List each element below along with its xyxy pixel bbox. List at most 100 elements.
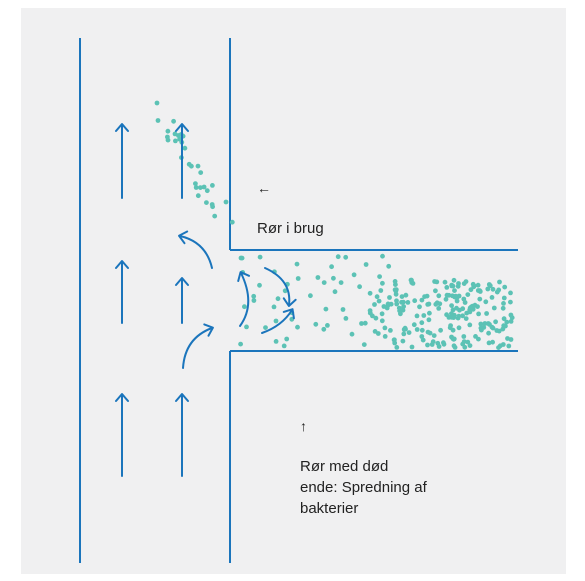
bacteria-dot [420,337,426,343]
label-pipe-in-use-text: Rør i brug [257,220,324,237]
label-dead-end-pipe-text: Rør med død ende: Spredning af bakterier [300,458,427,517]
bacteria-dot [406,330,412,335]
bacteria-dot [313,321,319,327]
label-pipe-in-use: ← Rør i brug [257,158,397,239]
bacteria-dot [397,308,402,314]
bacteria-dot [490,286,496,292]
bacteria-dot [483,299,489,305]
bacteria-dot [171,118,177,124]
bacteria-dot [359,321,364,326]
bacteria-dot [386,263,392,269]
bacteria-dot [195,193,201,199]
bacteria-dot [155,118,161,123]
bacteria-dot [294,261,300,267]
bacteria-dot [361,342,367,347]
bacteria-dot [500,305,506,311]
bacteria-dot [391,337,397,343]
bacteria-dot [338,280,344,285]
left-arrow-icon: ← [257,180,271,196]
bacteria-dot [425,329,431,335]
bacteria-dot [379,318,385,324]
bacteria-dot [508,299,513,305]
curved-arrow-icon [178,230,213,269]
bacteria-dot [477,289,483,294]
bacteria-dot [271,304,277,310]
bacteria-dot [392,287,398,293]
bacteria-dot [452,345,458,350]
bacteria-dot [419,320,425,326]
bacteria-dot [223,199,229,205]
bacteria-dot [204,188,210,194]
bacteria-dot [467,343,473,348]
bacteria-dot [251,298,257,303]
bacteria-dot [400,338,406,344]
bacteria-dot [451,336,457,342]
bacteria-dot [501,316,507,322]
bacteria-dot [485,321,491,326]
bacteria-dot [470,306,476,312]
bacteria-dot [504,319,510,325]
bacteria-dot [401,331,407,337]
bacteria-dot [405,300,411,305]
eddy-arrows [178,230,297,369]
bacteria-dot [372,302,377,307]
bacteria-dot [381,304,387,309]
bacteria-dot [451,277,457,283]
bacteria-dot [468,287,474,293]
bacteria-dot [491,305,497,311]
bacteria-dot [467,309,473,315]
bacteria-dot [487,283,493,289]
bacteria-dot [212,213,218,219]
bacteria-dot [425,342,430,348]
bacteria-dot [438,327,443,333]
bacteria-dot [332,289,338,295]
bacteria-dot [402,325,408,331]
bacteria-dot [244,324,249,330]
bacteria-dot [165,128,171,134]
bacteria-dot [484,311,489,316]
bacteria-dot [429,342,435,347]
bacteria-dot [165,137,171,143]
bacteria-dot [500,342,506,347]
bacteria-dot [343,254,349,260]
bacteria-dot [449,303,454,308]
bacteria-cluster [154,100,515,350]
bacteria-dot [229,219,235,225]
bacteria-dot [443,296,449,302]
bacteria-dot [472,302,478,308]
bacteria-dot [461,296,467,302]
bacteria-dot [257,254,263,260]
bacteria-dot [508,337,514,342]
up-arrow-icon: ↑ [300,418,307,434]
bacteria-dot [251,293,257,299]
bacteria-dot [315,275,321,280]
bacteria-dot [426,301,432,307]
bacteria-dot [508,312,514,318]
bacteria-dot [273,318,279,324]
bacteria-dot [198,170,204,176]
bacteria-dot [427,310,432,316]
bacteria-dot [343,316,349,321]
bacteria-dot [323,306,329,312]
bacteria-dot [465,339,471,345]
bacteria-dot [461,281,467,286]
curved-arrow-icon [237,271,251,327]
bacteria-dot [325,323,330,328]
bacteria-dot [335,254,341,260]
bacteria-dot [263,325,268,330]
bacteria-dot [467,322,473,328]
bacteria-dot [436,344,442,349]
bacteria-dot [370,313,375,319]
bacteria-dot [444,285,450,290]
bacteria-dot [417,304,422,310]
bacteria-dot [393,282,398,287]
bacteria-dot [447,325,453,331]
bacteria-dot [210,204,216,210]
bacteria-dot [501,295,507,301]
bacteria-dot [436,293,442,299]
bacteria-dot [419,327,425,333]
bacteria-dot [403,292,409,298]
bacteria-dot [186,161,192,167]
curved-arrow-icon [182,323,214,369]
